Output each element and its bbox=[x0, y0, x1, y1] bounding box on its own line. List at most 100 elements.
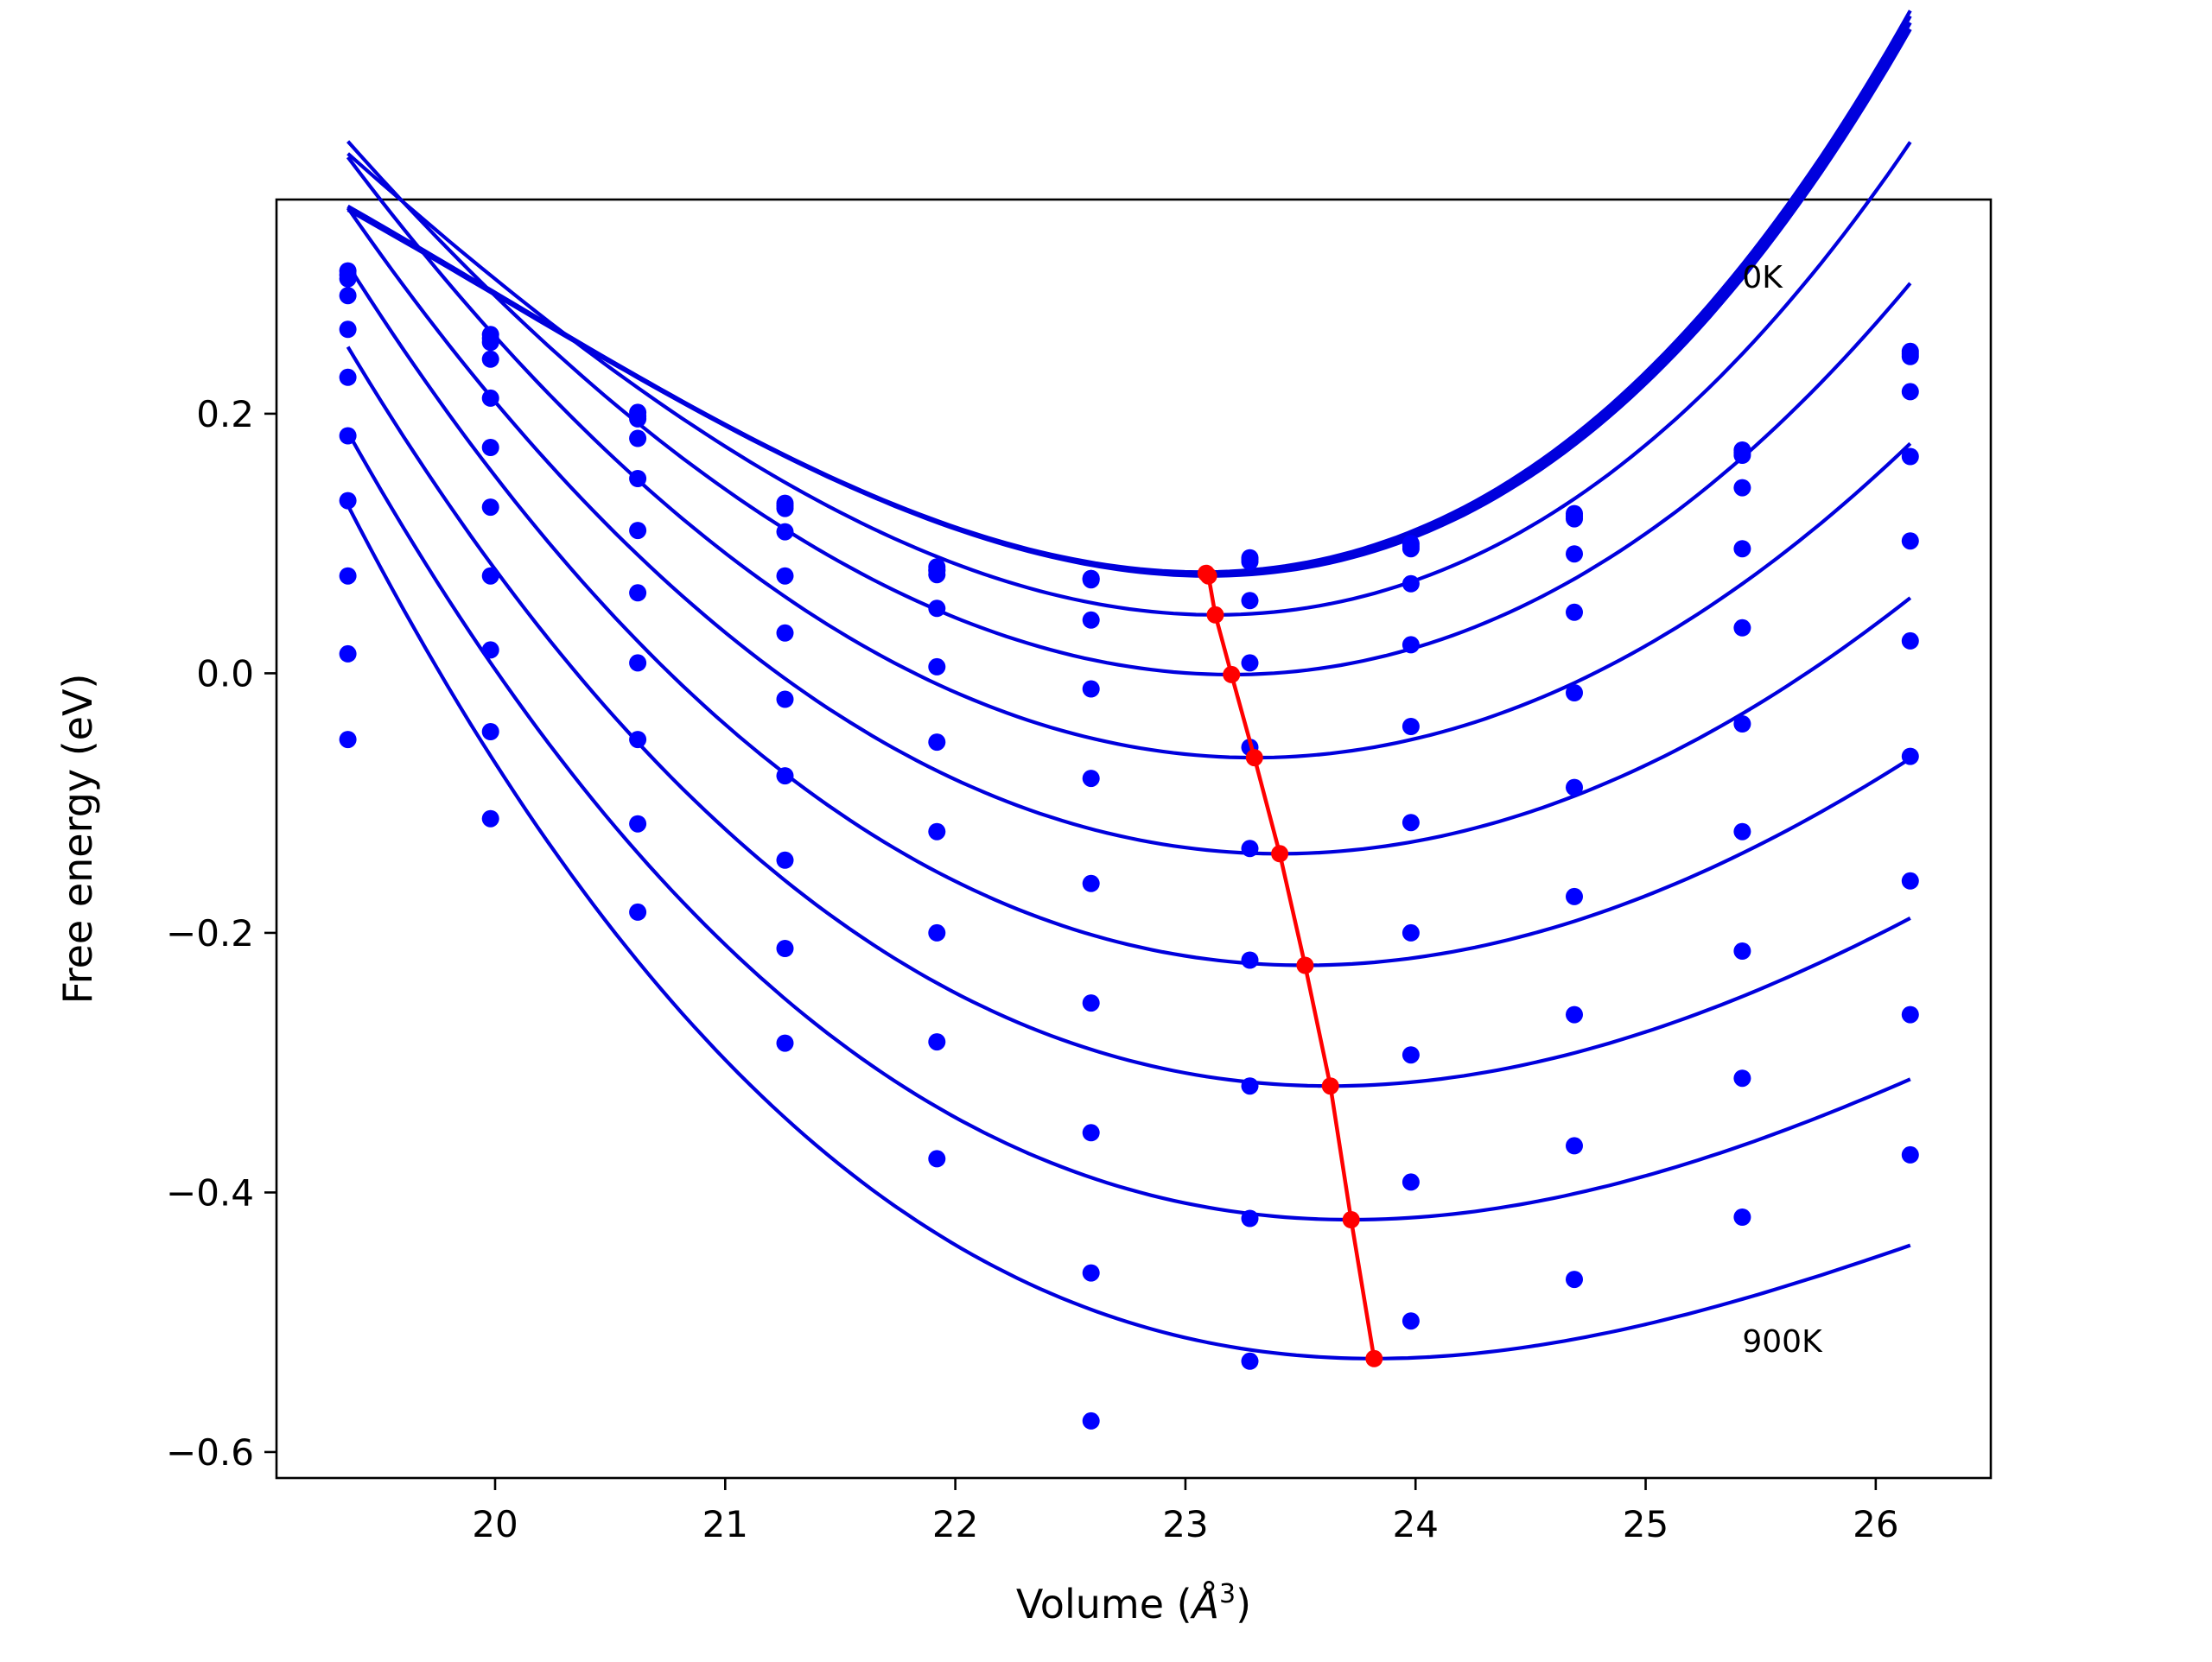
data-point-s7-9 bbox=[1566, 778, 1583, 796]
data-point-s9-7 bbox=[1241, 1077, 1259, 1095]
data-point-s11-2 bbox=[481, 809, 499, 828]
data-point-s8-4 bbox=[776, 767, 794, 785]
annotation-900k: 900K bbox=[1742, 1324, 1823, 1360]
data-point-s4-4 bbox=[776, 523, 794, 541]
y-tick-label-1: −0.4 bbox=[166, 1171, 254, 1214]
data-point-s10-1 bbox=[339, 644, 357, 663]
fit-curve-6 bbox=[346, 140, 1912, 676]
data-point-s7-3 bbox=[629, 584, 647, 602]
data-point-s3-1 bbox=[339, 270, 357, 288]
data-point-s9-9 bbox=[1566, 1005, 1583, 1024]
data-point-s7-10 bbox=[1733, 715, 1751, 733]
fit-curve-11 bbox=[346, 431, 1911, 1222]
data-point-s11-4 bbox=[776, 1034, 794, 1052]
data-point-s6-3 bbox=[629, 522, 647, 540]
data-point-s8-1 bbox=[339, 492, 357, 510]
data-point-s6-4 bbox=[776, 624, 794, 642]
data-point-s9-6 bbox=[1082, 1124, 1100, 1142]
data-point-s4-8 bbox=[1402, 574, 1420, 593]
y-tick-label-3: 0.0 bbox=[196, 652, 254, 695]
fit-curve-5 bbox=[346, 141, 1912, 617]
data-point-s11-11 bbox=[1901, 1145, 1919, 1164]
y-tick-label-2: −0.2 bbox=[166, 912, 254, 955]
minimum-point-6 bbox=[1271, 845, 1289, 863]
data-point-s10-2 bbox=[481, 723, 499, 740]
data-point-s4-7 bbox=[1241, 592, 1259, 610]
data-point-s6-8 bbox=[1402, 718, 1420, 735]
annotation-0k: 0K bbox=[1742, 260, 1783, 295]
x-tick-label-26: 26 bbox=[1853, 1503, 1898, 1545]
data-point-s6-5 bbox=[928, 657, 946, 676]
x-tick-label-21: 21 bbox=[702, 1503, 748, 1545]
data-point-s9-4 bbox=[776, 851, 794, 869]
data-point-s8-8 bbox=[1402, 923, 1420, 942]
fit-curve-9 bbox=[346, 263, 1911, 967]
data-point-s10-8 bbox=[1402, 1173, 1420, 1191]
data-point-s7-6 bbox=[1082, 874, 1100, 892]
y-axis-label: Free energy (eV) bbox=[54, 674, 101, 1005]
data-point-s8-5 bbox=[928, 822, 946, 841]
data-point-s6-9 bbox=[1566, 684, 1583, 701]
data-point-s11-10 bbox=[1733, 1208, 1751, 1226]
data-point-s11-1 bbox=[339, 731, 357, 749]
data-point-s11-8 bbox=[1402, 1312, 1420, 1330]
data-point-s4-9 bbox=[1566, 545, 1583, 563]
data-point-s7-7 bbox=[1241, 840, 1259, 858]
data-point-s8-2 bbox=[481, 567, 499, 585]
data-point-s7-4 bbox=[776, 690, 794, 708]
x-tick-label-20: 20 bbox=[472, 1503, 518, 1545]
data-point-s7-11 bbox=[1901, 631, 1919, 650]
data-point-s5-10 bbox=[1733, 540, 1751, 558]
data-point-s10-7 bbox=[1241, 1209, 1259, 1227]
data-point-s10-3 bbox=[629, 815, 647, 833]
minimum-point-9 bbox=[1342, 1211, 1360, 1228]
fit-curve-12 bbox=[346, 504, 1911, 1361]
data-point-s10-6 bbox=[1082, 1264, 1100, 1282]
data-point-s4-6 bbox=[1082, 611, 1100, 629]
data-point-s3-6 bbox=[1082, 571, 1100, 589]
minimum-path bbox=[1197, 564, 1383, 1367]
data-point-s8-11 bbox=[1901, 747, 1919, 765]
fit-curve-10 bbox=[346, 346, 1911, 1088]
data-point-s3-4 bbox=[776, 499, 794, 517]
data-point-s4-1 bbox=[339, 287, 357, 305]
data-point-s4-10 bbox=[1733, 479, 1751, 497]
minimum-point-3 bbox=[1206, 606, 1224, 624]
data-point-s9-2 bbox=[481, 641, 499, 659]
fit-curve-7 bbox=[346, 155, 1912, 760]
x-tick-label-23: 23 bbox=[1162, 1503, 1208, 1545]
data-point-s6-10 bbox=[1733, 618, 1751, 637]
data-point-s5-11 bbox=[1901, 447, 1919, 466]
axis-ticks: 20 21 22 23 24 25 26 −0.6 −0.4 −0.2 0.0 0.2 bbox=[166, 393, 1899, 1545]
data-point-s10-11 bbox=[1901, 1005, 1919, 1024]
data-point-s7-8 bbox=[1402, 814, 1420, 832]
data-point-s9-3 bbox=[629, 731, 647, 749]
data-point-s11-5 bbox=[928, 1150, 946, 1168]
x-tick-label-25: 25 bbox=[1623, 1503, 1669, 1545]
data-point-s10-5 bbox=[928, 1033, 946, 1051]
data-point-s9-1 bbox=[339, 567, 357, 585]
data-point-s10-4 bbox=[776, 940, 794, 957]
data-point-s5-1 bbox=[339, 320, 357, 339]
data-point-s3-9 bbox=[1566, 510, 1583, 528]
fit-curve-4 bbox=[346, 28, 1912, 578]
data-point-s9-8 bbox=[1402, 1046, 1420, 1064]
data-point-s3-7 bbox=[1241, 553, 1259, 571]
data-point-s8-3 bbox=[629, 654, 647, 672]
data-point-s11-3 bbox=[629, 903, 647, 921]
y-tick-label-0: −0.6 bbox=[166, 1431, 254, 1474]
x-tick-label-24: 24 bbox=[1393, 1503, 1439, 1545]
data-point-s8-7 bbox=[1241, 951, 1259, 969]
data-point-s11-9 bbox=[1566, 1271, 1583, 1289]
data-point-s9-11 bbox=[1901, 872, 1919, 890]
minimum-point-4 bbox=[1223, 665, 1241, 683]
data-point-s8-6 bbox=[1082, 994, 1100, 1012]
data-point-s3-10 bbox=[1733, 447, 1751, 464]
data-point-s3-8 bbox=[1402, 540, 1420, 558]
data-point-s4-2 bbox=[481, 350, 499, 368]
data-point-s6-6 bbox=[1082, 770, 1100, 788]
data-point-s5-9 bbox=[1566, 603, 1583, 621]
data-points bbox=[339, 262, 1919, 1430]
